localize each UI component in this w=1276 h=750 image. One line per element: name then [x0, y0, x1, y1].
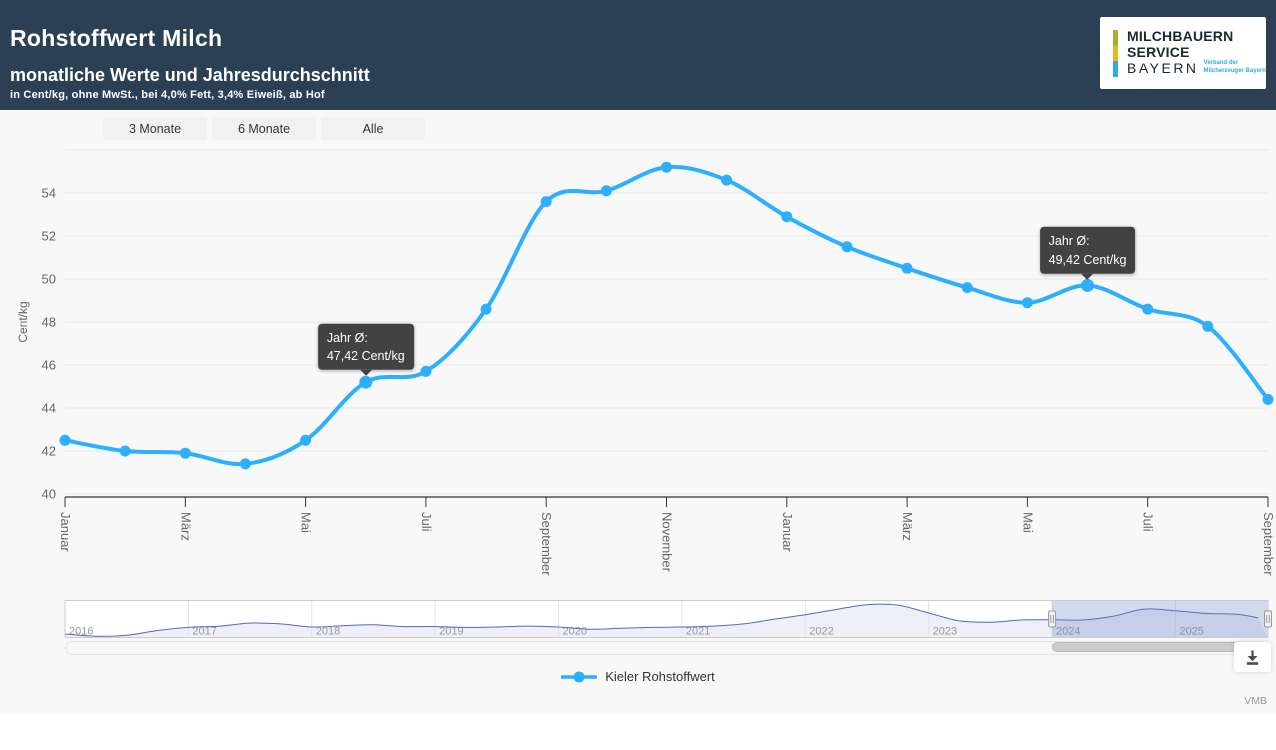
svg-text:Januar: Januar — [780, 512, 795, 552]
data-point-marker — [1142, 303, 1154, 315]
credits-label: VMB — [1244, 695, 1267, 707]
svg-text:54: 54 — [42, 186, 56, 201]
logo-bar-green — [1113, 30, 1118, 46]
data-point-marker — [119, 445, 131, 457]
svg-text:Januar: Januar — [58, 512, 73, 552]
svg-text:September: September — [539, 512, 554, 576]
svg-text:März: März — [900, 512, 915, 541]
svg-text:März: März — [178, 512, 193, 541]
data-point-marker — [1202, 320, 1214, 332]
data-point-marker — [420, 365, 432, 377]
header: Rohstoffwert Milch monatliche Werte und … — [0, 0, 1276, 110]
legend-marker-icon — [561, 671, 598, 682]
legend-label: Kieler Rohstoffwert — [605, 669, 715, 684]
svg-text:Mai: Mai — [1020, 512, 1035, 533]
annual-average-tooltip-2025: Jahr Ø: 49,42 Cent/kg — [1039, 227, 1136, 280]
data-point-marker — [179, 447, 191, 459]
data-point-marker — [1262, 393, 1274, 405]
y-axis-title: Cent/kg — [16, 301, 30, 342]
y-axis-labels: 40 42 44 46 48 50 52 54 — [42, 186, 56, 502]
svg-text:September: September — [1261, 512, 1276, 576]
chart-area: 3 Monate 6 Monate Alle 40 42 44 46 48 50 52 54 C… — [0, 110, 1276, 715]
data-point-marker — [300, 434, 312, 446]
range-button-3-monate[interactable]: 3 Monate — [103, 117, 207, 140]
navigator-handle-right[interactable] — [1264, 610, 1272, 628]
svg-text:Juli: Juli — [419, 512, 434, 532]
logo-bar-blue — [1113, 61, 1118, 78]
legend-item-kieler-rohstoffwert[interactable]: Kieler Rohstoffwert — [561, 669, 715, 684]
range-button-alle[interactable]: Alle — [321, 117, 425, 140]
data-point-marker — [480, 303, 492, 315]
page-title: Rohstoffwert Milch — [10, 25, 223, 51]
download-icon — [1246, 650, 1259, 665]
navigator-area — [65, 604, 1268, 638]
navigator-scrollbar-track[interactable] — [65, 641, 1268, 655]
logo-line-service: SERVICE — [1127, 44, 1190, 61]
navigator-year-label: 2024 — [1056, 626, 1080, 638]
data-point-marker — [661, 161, 672, 173]
data-point-marker — [59, 434, 71, 446]
chart-subtitle: monatliche Werte und Jahresdurchschnitt — [10, 65, 370, 85]
navigator-year-label: 2021 — [686, 626, 710, 638]
download-button[interactable] — [1234, 642, 1271, 672]
logo-line-milchbauern: MILCHBAUERN — [1127, 28, 1234, 44]
data-point-marker — [359, 375, 373, 389]
data-point-marker — [721, 174, 733, 186]
data-point-marker — [841, 241, 853, 253]
logo-bar-yellow — [1113, 45, 1118, 62]
range-button-6-monate[interactable]: 6 Monate — [212, 117, 316, 140]
logo-milchbauern-service-bayern: MILCHBAUERN SERVICE BAYERN Verband der M… — [1100, 17, 1266, 89]
navigator-line — [64, 603, 1259, 637]
data-point-marker — [600, 185, 612, 197]
data-point-marker — [781, 211, 793, 223]
navigator-selected-range[interactable] — [1052, 600, 1268, 638]
svg-text:50: 50 — [42, 272, 56, 287]
svg-text:40: 40 — [42, 487, 56, 502]
navigator-year-label: 2019 — [439, 626, 463, 638]
logo-line-bayern: BAYERN — [1127, 60, 1199, 77]
data-point-marker — [961, 282, 973, 294]
navigator-year-label: 2025 — [1179, 626, 1203, 638]
logo-color-bar — [1113, 30, 1118, 78]
svg-text:46: 46 — [42, 358, 56, 373]
navigator-year-label: 2022 — [809, 626, 833, 638]
x-axis-labels: Januar März Mai Juli September November Januar… — [58, 512, 1276, 576]
legend: Kieler Rohstoffwert — [0, 669, 1276, 684]
svg-text:48: 48 — [42, 315, 56, 330]
svg-text:November: November — [660, 512, 675, 573]
navigator: 2016201720182019202020212022202320242025 — [64, 600, 1272, 638]
data-point-marker — [239, 458, 251, 470]
annual-average-tooltip-2024: Jahr Ø: 47,42 Cent/kg — [317, 323, 414, 377]
data-point-marker — [901, 262, 913, 274]
navigator-year-label: 2023 — [933, 626, 957, 638]
y-gridlines — [65, 149, 1268, 495]
navigator-handle-left[interactable] — [1048, 610, 1057, 628]
data-point-marker — [540, 196, 552, 208]
x-axis-ticks — [64, 497, 1269, 507]
logo-tagline: Verband der Milcherzeuger Bayern — [1203, 60, 1266, 75]
svg-text:44: 44 — [42, 401, 56, 416]
svg-text:Juli: Juli — [1141, 512, 1156, 532]
svg-text:42: 42 — [42, 444, 56, 459]
navigator-year-label: 2017 — [192, 626, 216, 638]
data-point-marker — [1081, 278, 1094, 292]
range-selector: 3 Monate 6 Monate Alle — [103, 117, 425, 140]
main-chart[interactable]: 40 42 44 46 48 50 52 54 Cent/kg Januar März Mai Juli… — [0, 110, 1276, 715]
svg-text:52: 52 — [42, 229, 56, 244]
series-line — [63, 164, 1270, 467]
data-point-marker — [1021, 297, 1033, 309]
logo-text: MILCHBAUERN SERVICE BAYERN Verband der M… — [1127, 28, 1266, 76]
svg-text:Mai: Mai — [299, 512, 314, 533]
chart-unit-note: in Cent/kg, ohne MwSt., bei 4,0% Fett, 3… — [10, 89, 325, 101]
navigator-year-label: 2018 — [316, 626, 340, 638]
series-markers — [59, 161, 1274, 470]
